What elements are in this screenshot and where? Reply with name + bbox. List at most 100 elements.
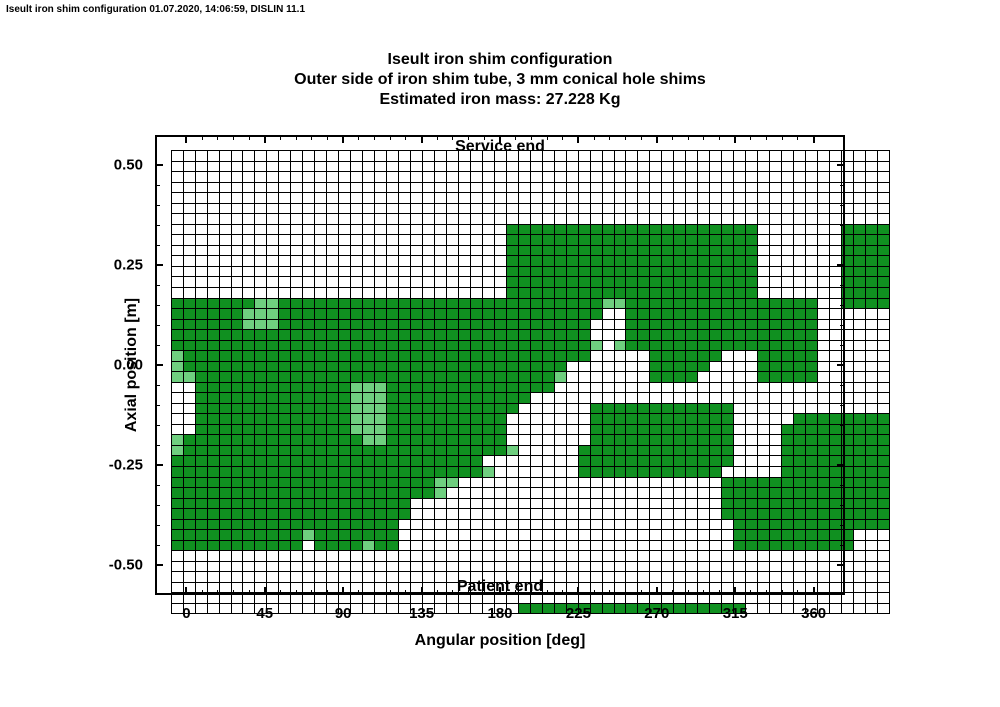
axis-tick — [813, 590, 814, 595]
axis-tick — [840, 325, 845, 326]
axis-tick — [155, 245, 160, 246]
axis-tick — [155, 165, 160, 166]
tick-label: 315 — [723, 605, 748, 622]
axis-tick — [840, 245, 845, 246]
axis-tick — [249, 590, 250, 595]
axis-tick — [155, 205, 160, 206]
axis-tick — [840, 485, 845, 486]
axis-tick — [840, 165, 845, 166]
axis-tick — [578, 590, 579, 595]
axis-tick — [782, 135, 783, 140]
axis-tick — [594, 590, 595, 595]
chart-title: Iseult iron shim configuration Outer sid… — [0, 50, 1000, 110]
title-line2: Outer side of iron shim tube, 3 mm conic… — [0, 70, 1000, 90]
axis-tick — [155, 285, 160, 286]
axis-tick — [155, 445, 160, 446]
axis-tick — [155, 565, 160, 566]
axis-tick — [437, 135, 438, 140]
axis-tick — [155, 265, 160, 266]
axis-tick — [155, 425, 160, 426]
axis-tick — [155, 325, 160, 326]
tick-label: 360 — [801, 605, 826, 622]
axis-tick — [840, 565, 845, 566]
axis-tick — [280, 135, 281, 140]
axis-tick — [186, 135, 187, 140]
axis-tick — [641, 590, 642, 595]
axis-tick — [155, 505, 160, 506]
axis-tick — [547, 135, 548, 140]
axis-tick — [327, 135, 328, 140]
axis-tick — [155, 365, 160, 366]
axis-tick — [656, 135, 657, 140]
axis-tick — [311, 590, 312, 595]
axis-tick — [840, 265, 845, 266]
axis-tick — [327, 590, 328, 595]
axis-tick — [249, 135, 250, 140]
tick-label: -0.50 — [109, 557, 143, 574]
tick-label: 45 — [256, 605, 273, 622]
axis-tick — [358, 135, 359, 140]
axis-tick — [296, 135, 297, 140]
axis-tick — [155, 405, 160, 406]
title-line1: Iseult iron shim configuration — [0, 50, 1000, 70]
tick-label: 135 — [409, 605, 434, 622]
axis-tick — [437, 590, 438, 595]
axis-tick — [609, 135, 610, 140]
axis-tick — [343, 590, 344, 595]
axis-tick — [155, 385, 160, 386]
axis-tick — [840, 205, 845, 206]
axis-tick — [719, 590, 720, 595]
tick-label: -0.25 — [109, 457, 143, 474]
axis-tick — [840, 425, 845, 426]
axis-tick — [202, 135, 203, 140]
axis-tick — [703, 135, 704, 140]
tick-label: 180 — [487, 605, 512, 622]
axis-tick — [688, 590, 689, 595]
axis-tick — [155, 345, 160, 346]
axis-tick — [840, 385, 845, 386]
axis-tick — [703, 590, 704, 595]
axis-tick — [813, 135, 814, 140]
axis-tick — [578, 135, 579, 140]
axis-tick — [840, 525, 845, 526]
axis-tick — [840, 185, 845, 186]
axis-tick — [155, 305, 160, 306]
annotation: Patient end — [457, 578, 543, 596]
axis-tick — [421, 135, 422, 140]
axis-tick — [358, 590, 359, 595]
axis-tick — [405, 135, 406, 140]
axis-tick — [782, 590, 783, 595]
axis-tick — [625, 135, 626, 140]
title-line3: Estimated iron mass: 27.228 Kg — [0, 90, 1000, 110]
tick-label: 270 — [644, 605, 669, 622]
heatmap-grid — [171, 150, 830, 570]
tick-label: 225 — [566, 605, 591, 622]
axis-tick — [547, 590, 548, 595]
axis-tick — [202, 590, 203, 595]
axis-tick — [750, 590, 751, 595]
axis-tick — [656, 590, 657, 595]
axis-tick — [264, 590, 265, 595]
axis-tick — [766, 590, 767, 595]
axis-tick — [390, 590, 391, 595]
axis-tick — [562, 590, 563, 595]
axis-tick — [155, 525, 160, 526]
axis-tick — [343, 135, 344, 140]
axis-tick — [797, 135, 798, 140]
axis-tick — [562, 135, 563, 140]
annotation: Service end — [455, 138, 545, 156]
axis-tick — [452, 590, 453, 595]
axis-tick — [625, 590, 626, 595]
axis-tick — [840, 305, 845, 306]
axis-tick — [390, 135, 391, 140]
axis-tick — [766, 135, 767, 140]
axis-tick — [672, 135, 673, 140]
axis-tick — [688, 135, 689, 140]
axis-tick — [374, 590, 375, 595]
axis-tick — [594, 135, 595, 140]
axis-tick — [840, 505, 845, 506]
axis-tick — [750, 135, 751, 140]
axis-tick — [840, 285, 845, 286]
tick-label: 0.25 — [114, 257, 143, 274]
tick-label: 0.50 — [114, 157, 143, 174]
